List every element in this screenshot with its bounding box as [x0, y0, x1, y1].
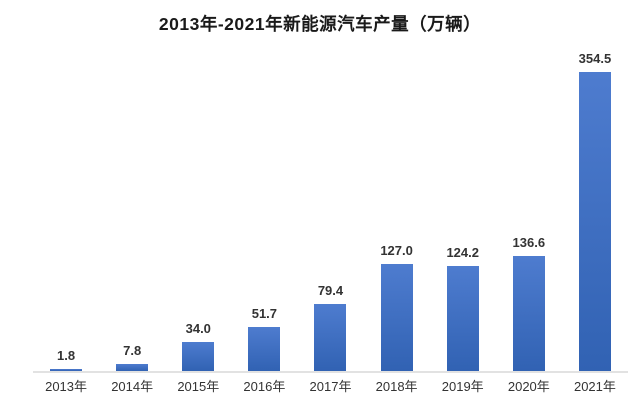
bar-column-2013年: 1.8: [33, 348, 99, 371]
bar-2015年: [182, 342, 215, 371]
bar-value-label: 51.7: [251, 306, 278, 321]
bar-2016年: [248, 327, 281, 371]
bar-column-2014年: 7.8: [99, 343, 165, 371]
x-axis-label-2016年: 2016年: [243, 379, 286, 394]
bar-value-label: 124.2: [446, 245, 479, 260]
bar-2017年: [314, 304, 347, 371]
x-axis-line: [33, 371, 628, 373]
x-axis-label-2013年: 2013年: [45, 379, 88, 394]
x-axis-label-2017年: 2017年: [309, 379, 352, 394]
bar-2019年: [446, 266, 479, 371]
x-axis-label-2015年: 2015年: [177, 379, 220, 394]
bar-value-label: 127.0: [380, 243, 413, 258]
bar-value-label: 34.0: [185, 321, 211, 336]
bar-column-2020年: 136.6: [496, 235, 562, 371]
bar-column-2021年: 354.5: [562, 51, 628, 371]
bar-value-label: 1.8: [57, 348, 76, 363]
bar-column-2019年: 124.2: [430, 245, 496, 371]
x-axis-label-2018年: 2018年: [375, 379, 418, 394]
chart-title: 2013年-2021年新能源汽车产量（万辆）: [158, 14, 482, 34]
bar-2018年: [380, 264, 413, 371]
bar-2021年: [578, 72, 611, 371]
x-axis-labels: 2013年 2014年 2015年 2016年 2017年 2018年 2019年 2020年…: [33, 376, 628, 395]
bar-value-label: 7.8: [123, 343, 142, 358]
bar-value-label: 79.4: [317, 283, 344, 298]
bar-column-2015年: 34.0: [165, 321, 231, 371]
bar-2013年: [50, 369, 83, 371]
bar-column-2018年: 127.0: [364, 243, 430, 371]
bar-value-label: 354.5: [578, 51, 612, 66]
bar-2014年: [116, 364, 149, 371]
x-axis-label-2019年: 2019年: [441, 379, 484, 394]
x-axis-label-2020年: 2020年: [507, 379, 550, 394]
plot-area: 1.8 7.8 34.0 51.7 79.4 127.0 124.2 136.6 354.5: [33, 40, 628, 371]
bar-2020年: [512, 256, 545, 371]
bar-value-label: 136.6: [512, 235, 546, 250]
bar-column-2017年: 79.4: [297, 283, 363, 371]
x-axis-label-2021年: 2021年: [573, 379, 616, 394]
bar-column-2016年: 51.7: [231, 306, 297, 371]
x-axis-label-2014年: 2014年: [111, 379, 154, 394]
